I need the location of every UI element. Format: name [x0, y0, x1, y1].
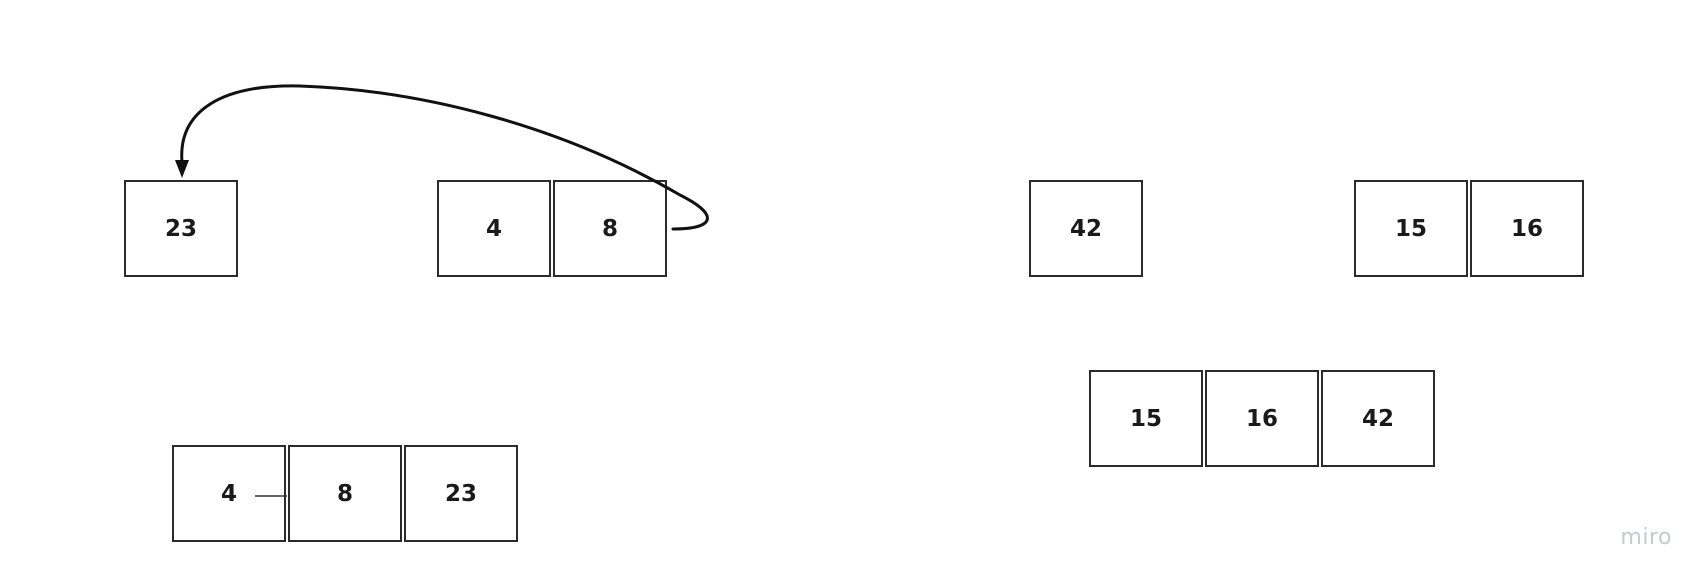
- arrowhead-icon: [175, 160, 189, 178]
- array-cell: 23: [404, 445, 518, 542]
- cell-value: 15: [1129, 405, 1162, 432]
- cell-value: 4: [485, 215, 502, 242]
- array-cell: 42: [1321, 370, 1435, 467]
- cell-value: 23: [444, 480, 477, 507]
- array-cell: 15: [1354, 180, 1468, 277]
- array-cell: 16: [1205, 370, 1319, 467]
- left-single-array: 23: [124, 180, 238, 277]
- cell-value: 16: [1510, 215, 1543, 242]
- right-pair-array: 15 16: [1354, 180, 1584, 277]
- array-cell: 8: [553, 180, 667, 277]
- array-cell: 15: [1089, 370, 1203, 467]
- cell-value: 8: [601, 215, 618, 242]
- cell-value: 42: [1069, 215, 1102, 242]
- array-cell: 4: [437, 180, 551, 277]
- cell-value: 8: [336, 480, 353, 507]
- array-cell: 8: [288, 445, 402, 542]
- cell-value: 4: [220, 480, 237, 507]
- array-cell: 16: [1470, 180, 1584, 277]
- left-pair-array: 4 8: [437, 180, 667, 277]
- cell-value: 15: [1394, 215, 1427, 242]
- array-cell: 23: [124, 180, 238, 277]
- cell-value: 23: [164, 215, 197, 242]
- array-cell: 42: [1029, 180, 1143, 277]
- cell-value: 42: [1361, 405, 1394, 432]
- left-merged-array: 4 8 23: [172, 445, 518, 542]
- cell-value: 16: [1245, 405, 1278, 432]
- right-single-array: 42: [1029, 180, 1143, 277]
- array-cell: 4: [172, 445, 286, 542]
- right-merged-array: 15 16 42: [1089, 370, 1435, 467]
- miro-watermark: miro: [1620, 525, 1672, 550]
